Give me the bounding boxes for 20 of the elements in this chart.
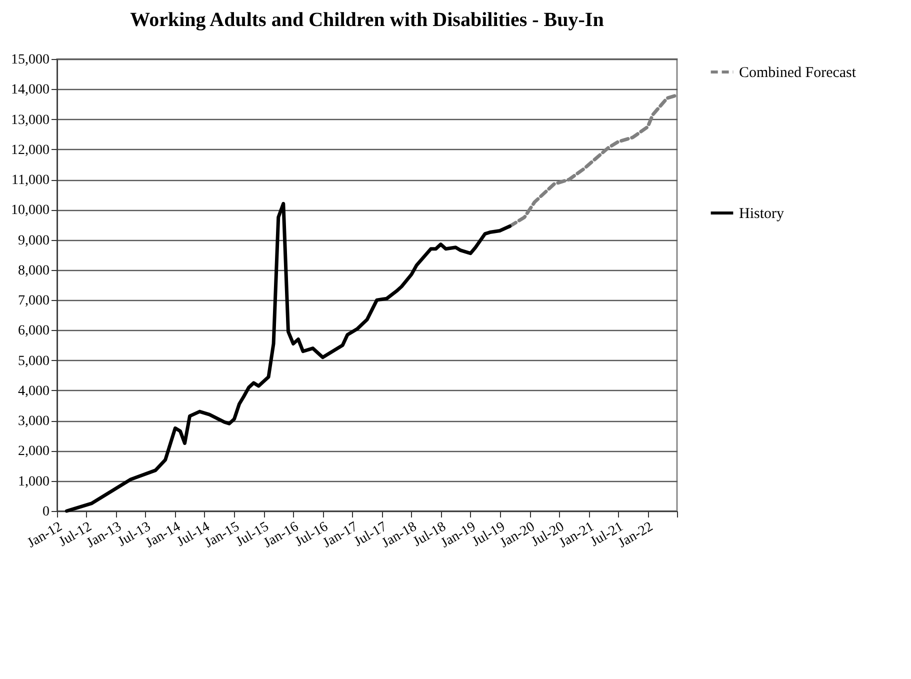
y-tick-label: 13,000	[11, 112, 50, 128]
y-tick-label: 7,000	[18, 294, 50, 309]
y-tick-label: 0	[42, 504, 50, 520]
y-tick-label: 2,000	[18, 444, 50, 460]
y-tick-label: 14,000	[11, 82, 50, 98]
y-tick-label: 6,000	[18, 324, 50, 339]
y-tick-label: 9,000	[18, 233, 50, 248]
chart-title: Working Adults and Children with Disabilities - Buy-In	[130, 9, 604, 31]
y-tick-label: 10,000	[11, 203, 50, 218]
y-tick-label: 1,000	[18, 474, 50, 490]
y-tick-label: 15,000	[11, 52, 50, 68]
y-tick-label: 12,000	[11, 142, 50, 158]
legend-label: Combined Forecast	[739, 65, 857, 81]
line-series	[64, 202, 512, 513]
y-tick-label: 5,000	[18, 354, 50, 369]
y-tick-label: 4,000	[18, 384, 50, 399]
y-tick-label: 8,000	[18, 263, 50, 278]
y-tick-label: 3,000	[18, 414, 50, 430]
y-tick-label: 11,000	[12, 173, 50, 188]
legend-label: History	[739, 206, 784, 222]
